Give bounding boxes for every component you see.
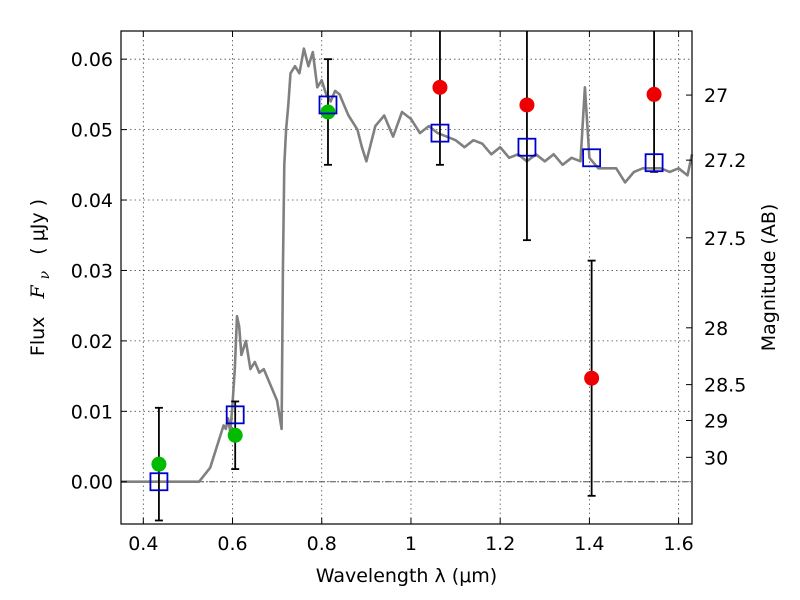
y-axis-label: Flux F ν ( μJy ) bbox=[27, 199, 54, 356]
grid bbox=[121, 31, 692, 524]
y-tick-label: 0.03 bbox=[71, 260, 113, 282]
observed-points bbox=[151, 79, 662, 472]
model-point bbox=[225, 405, 245, 425]
observed-point bbox=[584, 370, 600, 386]
x-tick-label: 1 bbox=[405, 533, 417, 555]
observed-point bbox=[646, 86, 662, 102]
x-tick-label: 1.4 bbox=[574, 533, 604, 555]
y2-tick-label: 28 bbox=[704, 318, 728, 340]
y-tick-label: 0.05 bbox=[71, 120, 113, 142]
model-point bbox=[582, 148, 602, 168]
model-point bbox=[318, 95, 338, 115]
y2-axis-label: Magnitude (AB) bbox=[758, 204, 780, 352]
model-photometry-points bbox=[149, 95, 664, 492]
x-tick-label: 0.6 bbox=[217, 533, 247, 555]
model-point bbox=[644, 153, 664, 173]
y2-tick-label: 30 bbox=[704, 447, 728, 469]
x-axis-label: Wavelength λ (μm) bbox=[316, 565, 497, 587]
model-point bbox=[517, 137, 537, 157]
model-spectrum bbox=[121, 47, 694, 484]
y-tick-label: 0.02 bbox=[71, 331, 113, 353]
y2-tick-label: 29 bbox=[704, 410, 728, 432]
y-axis-label-text: Flux bbox=[27, 317, 49, 357]
y-tick-label: 0.04 bbox=[71, 190, 113, 212]
tick-labels: 0.4 0.6 0.8 1 1.2 1.4 1.6 0.00 0.01 0.02 0.03 0.04 0… bbox=[71, 49, 747, 555]
x-tick-label: 1.2 bbox=[485, 533, 515, 555]
observed-point bbox=[519, 97, 535, 113]
x-tick-label: 0.4 bbox=[128, 533, 158, 555]
observed-point bbox=[227, 427, 243, 443]
y2-tick-label: 27 bbox=[704, 85, 728, 107]
x-tick-label: 0.8 bbox=[307, 533, 337, 555]
observed-point bbox=[151, 456, 167, 472]
y2-tick-label: 28.5 bbox=[704, 375, 746, 397]
y-axis-label-unit: ( μJy ) bbox=[27, 199, 49, 255]
model-point bbox=[149, 472, 169, 492]
x-tick-label: 1.6 bbox=[664, 533, 694, 555]
model-point bbox=[430, 123, 450, 143]
y-tick-label: 0.00 bbox=[71, 472, 113, 494]
y-axis-label-subscript: ν bbox=[37, 270, 53, 279]
y-tick-label: 0.06 bbox=[71, 49, 113, 71]
y-axis-label-symbol: F bbox=[27, 285, 49, 300]
ticks bbox=[121, 31, 692, 524]
y2-tick-label: 27.5 bbox=[704, 228, 746, 250]
observed-point bbox=[320, 104, 336, 120]
y-tick-label: 0.01 bbox=[71, 401, 113, 423]
y2-tick-label: 27.2 bbox=[704, 150, 746, 172]
model-spectrum-line bbox=[121, 47, 694, 484]
observed-point bbox=[432, 79, 448, 95]
plot-frame bbox=[120, 30, 693, 525]
